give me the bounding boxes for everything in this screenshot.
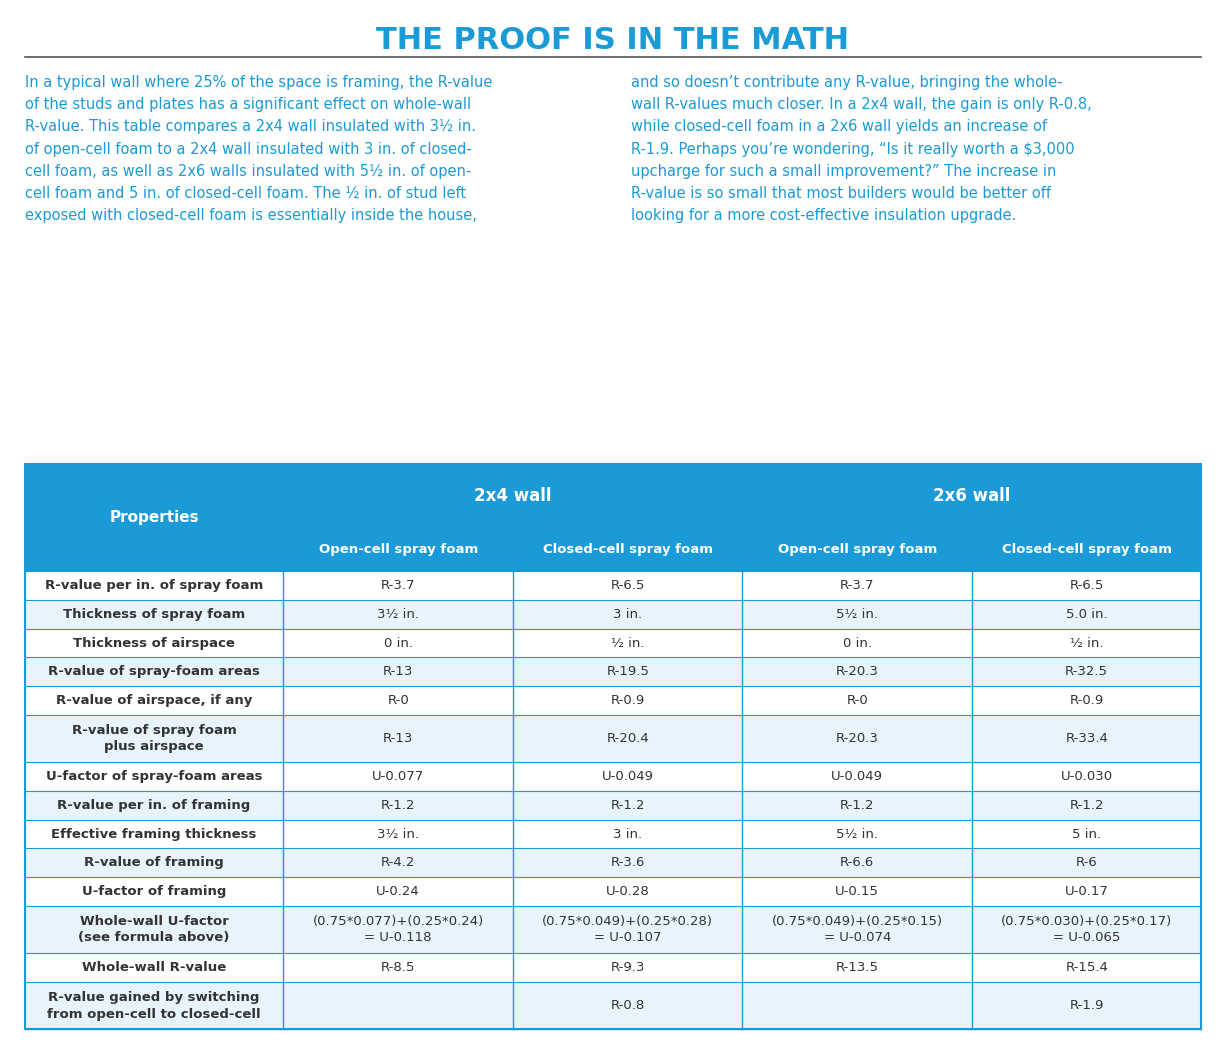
Text: ½ in.: ½ in. — [1070, 637, 1103, 649]
Bar — [743, 658, 972, 686]
Bar — [283, 658, 512, 686]
Bar — [283, 877, 512, 905]
Text: R-1.2: R-1.2 — [840, 799, 874, 812]
Bar — [283, 686, 512, 715]
Text: R-3.7: R-3.7 — [381, 579, 416, 592]
Bar — [743, 791, 972, 820]
Bar — [283, 905, 512, 953]
Text: R-4.2: R-4.2 — [381, 857, 416, 869]
Bar — [25, 571, 283, 600]
Text: Open-cell spray foam: Open-cell spray foam — [777, 544, 937, 556]
Text: 3½ in.: 3½ in. — [378, 827, 419, 841]
Bar — [972, 848, 1201, 877]
Text: Effective framing thickness: Effective framing thickness — [51, 827, 256, 841]
Text: U-factor of framing: U-factor of framing — [82, 885, 226, 898]
Text: R-1.2: R-1.2 — [1069, 799, 1103, 812]
Bar — [25, 600, 283, 628]
Text: U-0.24: U-0.24 — [376, 885, 421, 898]
Text: Thickness of airspace: Thickness of airspace — [74, 637, 235, 649]
Text: R-19.5: R-19.5 — [607, 665, 649, 678]
Bar — [972, 628, 1201, 658]
Bar — [972, 905, 1201, 953]
Bar — [743, 464, 1201, 528]
Bar — [25, 686, 283, 715]
Text: Whole-wall U-factor
(see formula above): Whole-wall U-factor (see formula above) — [78, 915, 229, 944]
Text: U-0.28: U-0.28 — [606, 885, 650, 898]
Text: 3 in.: 3 in. — [613, 827, 642, 841]
Text: In a typical wall where 25% of the space is framing, the R-value
of the studs an: In a typical wall where 25% of the space… — [25, 75, 492, 223]
Bar — [25, 820, 283, 848]
Text: R-0: R-0 — [387, 694, 409, 706]
Bar — [972, 715, 1201, 763]
Text: R-15.4: R-15.4 — [1065, 961, 1108, 974]
Text: THE PROOF IS IN THE MATH: THE PROOF IS IN THE MATH — [376, 26, 850, 55]
Text: R-value per in. of framing: R-value per in. of framing — [58, 799, 250, 812]
Bar — [25, 763, 283, 791]
Bar — [972, 877, 1201, 905]
Text: 0 in.: 0 in. — [842, 637, 872, 649]
Text: (0.75*0.049)+(0.25*0.15)
= U-0.074: (0.75*0.049)+(0.25*0.15) = U-0.074 — [771, 915, 943, 944]
Text: R-value of spray-foam areas: R-value of spray-foam areas — [48, 665, 260, 678]
Text: R-6: R-6 — [1076, 857, 1097, 869]
Bar — [512, 877, 743, 905]
Text: R-0: R-0 — [846, 694, 868, 706]
Bar — [25, 628, 283, 658]
Bar — [512, 820, 743, 848]
Bar — [972, 600, 1201, 628]
Bar — [283, 628, 512, 658]
Text: R-13: R-13 — [383, 733, 413, 745]
Text: U-0.17: U-0.17 — [1065, 885, 1108, 898]
Text: Properties: Properties — [109, 510, 199, 525]
Bar — [972, 763, 1201, 791]
Bar — [743, 628, 972, 658]
Text: 3½ in.: 3½ in. — [378, 607, 419, 621]
Bar — [743, 983, 972, 1029]
Bar — [25, 715, 283, 763]
Text: 5½ in.: 5½ in. — [836, 607, 878, 621]
Text: R-33.4: R-33.4 — [1065, 733, 1108, 745]
Text: R-32.5: R-32.5 — [1065, 665, 1108, 678]
Text: R-6.6: R-6.6 — [840, 857, 874, 869]
Bar — [512, 953, 743, 983]
Bar — [283, 820, 512, 848]
Text: 2x6 wall: 2x6 wall — [933, 488, 1010, 505]
Text: R-value of framing: R-value of framing — [85, 857, 224, 869]
Bar — [25, 953, 283, 983]
Text: and so doesn’t contribute any R-value, bringing the whole-
wall R-values much cl: and so doesn’t contribute any R-value, b… — [631, 75, 1092, 223]
Text: Closed-cell spray foam: Closed-cell spray foam — [1002, 544, 1172, 556]
Bar — [972, 791, 1201, 820]
Text: 5.0 in.: 5.0 in. — [1065, 607, 1107, 621]
Text: 5 in.: 5 in. — [1073, 827, 1101, 841]
Bar — [283, 983, 512, 1029]
Text: R-20.3: R-20.3 — [836, 733, 879, 745]
Bar — [972, 820, 1201, 848]
Text: U-0.049: U-0.049 — [602, 770, 653, 784]
Bar — [743, 877, 972, 905]
Text: Open-cell spray foam: Open-cell spray foam — [319, 544, 478, 556]
Text: R-0.9: R-0.9 — [1069, 694, 1103, 706]
Bar — [25, 791, 283, 820]
Text: (0.75*0.049)+(0.25*0.28)
= U-0.107: (0.75*0.049)+(0.25*0.28) = U-0.107 — [542, 915, 714, 944]
Text: ½ in.: ½ in. — [611, 637, 645, 649]
Text: U-0.15: U-0.15 — [835, 885, 879, 898]
Text: R-6.5: R-6.5 — [611, 579, 645, 592]
Text: R-20.3: R-20.3 — [836, 665, 879, 678]
Text: R-1.2: R-1.2 — [611, 799, 645, 812]
Bar — [283, 763, 512, 791]
Text: R-value of spray foam
plus airspace: R-value of spray foam plus airspace — [71, 724, 237, 753]
Bar — [25, 877, 283, 905]
Bar — [512, 686, 743, 715]
Text: R-value of airspace, if any: R-value of airspace, if any — [56, 694, 253, 706]
Text: R-6.5: R-6.5 — [1069, 579, 1103, 592]
Text: R-0.9: R-0.9 — [611, 694, 645, 706]
Text: U-0.030: U-0.030 — [1060, 770, 1113, 784]
Bar — [743, 600, 972, 628]
Bar — [743, 848, 972, 877]
Bar — [972, 953, 1201, 983]
Bar — [25, 658, 283, 686]
Text: R-1.2: R-1.2 — [381, 799, 416, 812]
Bar — [972, 983, 1201, 1029]
Bar — [512, 628, 743, 658]
Bar — [283, 848, 512, 877]
Text: R-8.5: R-8.5 — [381, 961, 416, 974]
